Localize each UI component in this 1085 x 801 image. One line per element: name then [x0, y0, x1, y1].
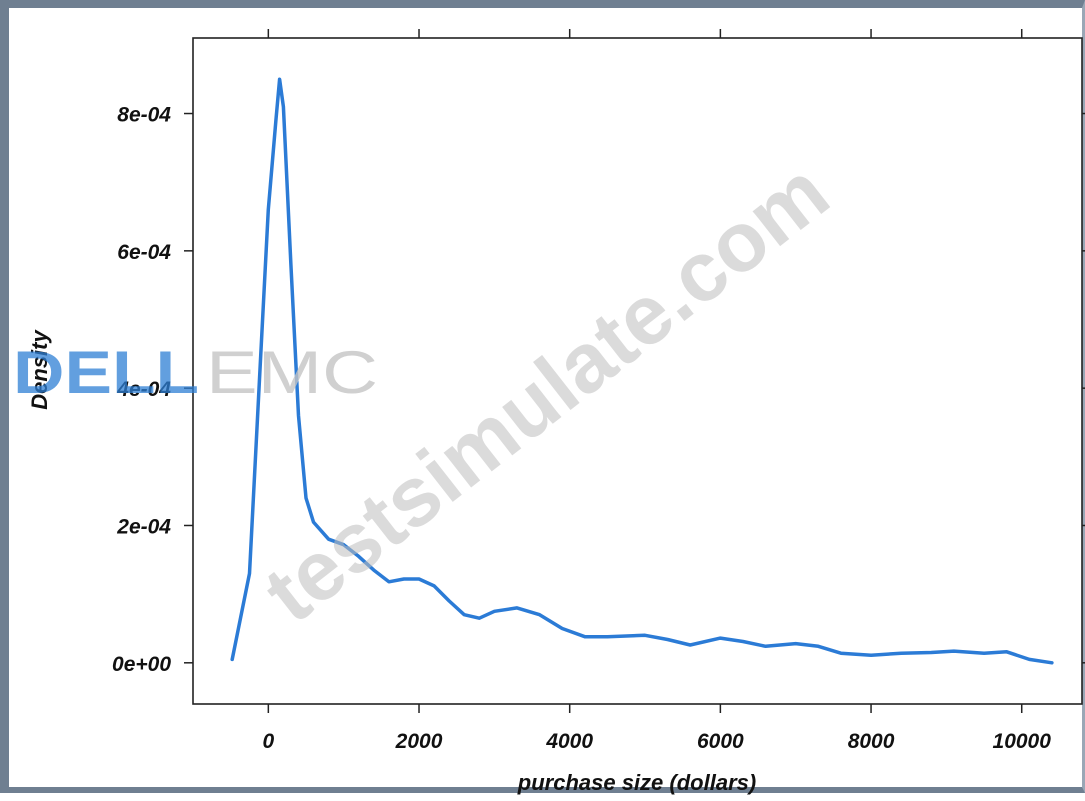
x-tick-label: 4000: [545, 730, 593, 753]
y-tick-label: 2e-04: [116, 515, 171, 538]
y-axis-label: Density: [27, 329, 52, 410]
y-tick-label: 0e+00: [112, 653, 171, 676]
dell-emc-logo: DELL EMC: [13, 339, 378, 406]
y-tick-label: 6e-04: [117, 241, 171, 264]
density-chart: 0 2000 4000 6000 8000 10000 0e+00 2e-04 4e-04 6e…: [13, 29, 1085, 795]
x-axis-label: purchase size (dollars): [517, 770, 756, 795]
y-tick-label: 8e-04: [117, 104, 171, 127]
density-line: [230, 77, 1054, 665]
x-tick-label: 8000: [848, 730, 895, 753]
y-axis: 0e+00 2e-04 4e-04 6e-04 8e-04: [112, 104, 1085, 676]
y-tick-label: 4e-04: [116, 378, 171, 401]
plot-area: [192, 37, 1083, 705]
x-tick-label: 10000: [993, 730, 1052, 753]
series-layer: [230, 77, 1054, 665]
logo-dell-text: DELL: [13, 339, 199, 406]
x-axis: 0 2000 4000 6000 8000 10000: [262, 29, 1051, 753]
logo-emc-text: EMC: [206, 339, 378, 406]
x-tick-label: 0: [262, 730, 274, 753]
x-tick-label: 6000: [697, 730, 744, 753]
x-tick-label: 2000: [395, 730, 443, 753]
